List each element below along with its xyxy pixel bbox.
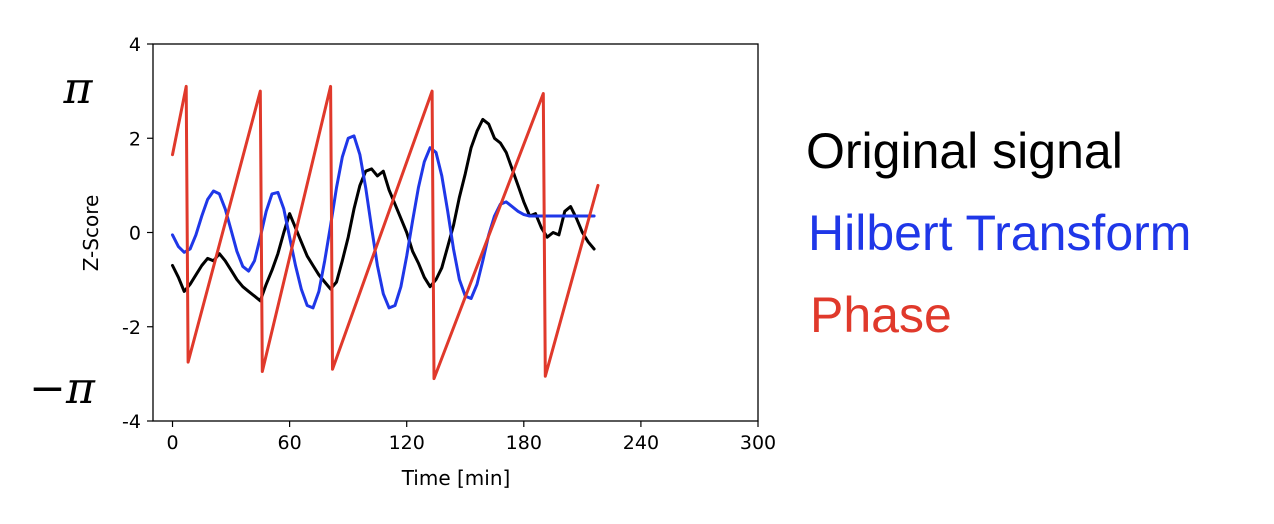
legend-phase: Phase [810, 287, 952, 343]
axis-layer: 0 60 120 180 240 300 -4 -2 0 2 4 [122, 34, 776, 454]
series-layer [171, 84, 600, 381]
pi-top-annotation: π [63, 63, 94, 114]
hilbert-transform-line [171, 134, 596, 310]
phase-line [171, 84, 600, 381]
legend-original-signal: Original signal [806, 123, 1123, 179]
plot-frame [152, 43, 759, 422]
y-tick-label: 2 [129, 128, 141, 150]
x-tick-label: 60 [278, 432, 302, 454]
pi-bottom-annotation: −π [29, 363, 96, 414]
y-axis-title: Z-Score [79, 195, 103, 272]
x-tick-label: 0 [166, 432, 178, 454]
y-tick-label: -4 [122, 411, 141, 433]
x-axis-title: Time [min] [401, 466, 511, 490]
y-tick-label: -2 [122, 317, 141, 339]
legend-hilbert-transform: Hilbert Transform [808, 205, 1191, 261]
x-tick-label: 240 [623, 432, 659, 454]
original-signal-line [171, 117, 596, 303]
x-tick-label: 120 [389, 432, 425, 454]
x-tick-label: 300 [740, 432, 776, 454]
y-tick-label: 4 [129, 34, 141, 56]
x-tick-label: 180 [506, 432, 542, 454]
y-tick-label: 0 [129, 223, 141, 245]
